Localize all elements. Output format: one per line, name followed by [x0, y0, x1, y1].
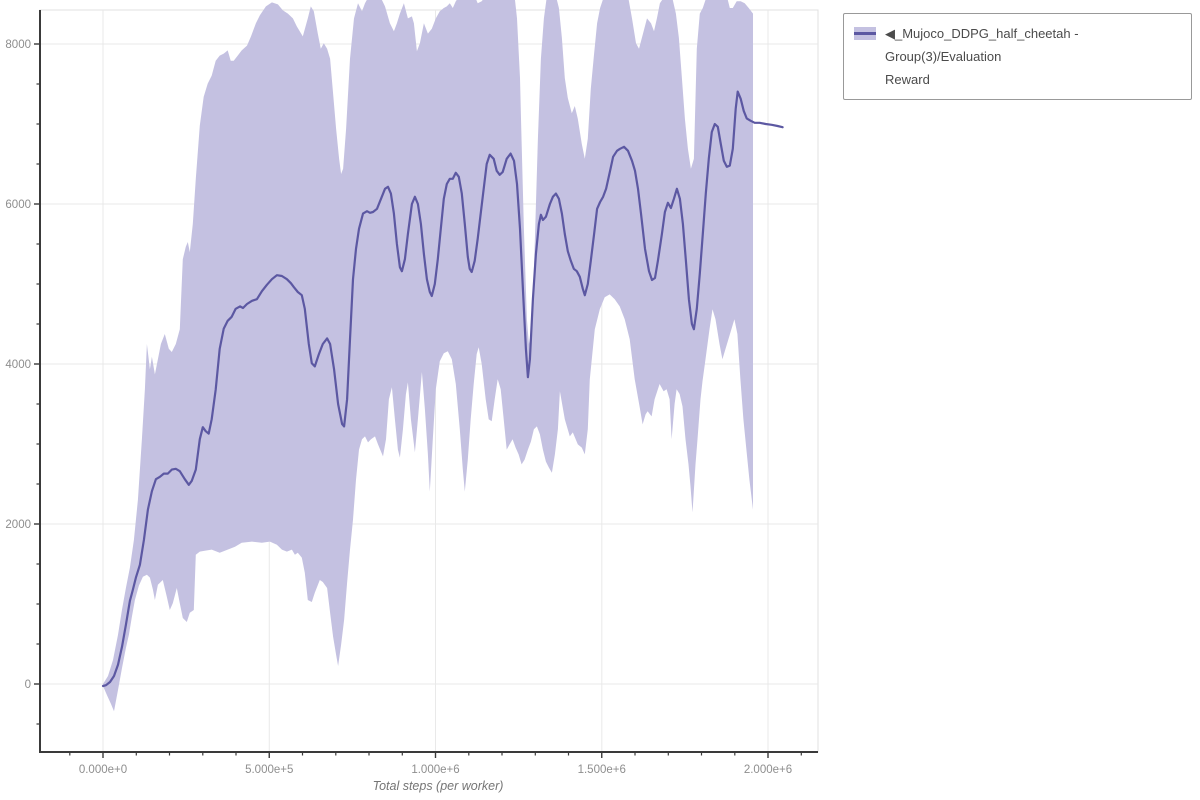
y-tick-label: 2000	[5, 519, 31, 531]
legend-label-line2: Reward	[885, 72, 930, 87]
y-tick-label: 0	[25, 679, 31, 691]
x-tick-label: 0.000e+0	[79, 764, 127, 776]
y-tick-label: 6000	[5, 199, 31, 211]
y-tick-label: 4000	[5, 359, 31, 371]
x-tick-label: 2.000e+6	[744, 764, 792, 776]
band-line-swatch-icon	[854, 27, 876, 40]
x-tick-label: 5.000e+5	[245, 764, 293, 776]
legend-label: ◀_Mujoco_DDPG_half_cheetah - Group(3)/Ev…	[885, 22, 1181, 91]
mean-line-swatch-icon	[854, 32, 876, 35]
x-tick-label: 1.000e+6	[411, 764, 459, 776]
legend-label-line1: ◀_Mujoco_DDPG_half_cheetah - Group(3)/Ev…	[885, 26, 1079, 64]
legend: ◀_Mujoco_DDPG_half_cheetah - Group(3)/Ev…	[843, 13, 1192, 100]
mean-line	[101, 90, 784, 688]
x-tick-label: 1.500e+6	[578, 764, 626, 776]
x-axis-title: Total steps (per worker)	[372, 779, 504, 793]
y-tick-label: 8000	[5, 39, 31, 51]
confidence-band	[103, 0, 753, 712]
legend-item[interactable]: ◀_Mujoco_DDPG_half_cheetah - Group(3)/Ev…	[854, 22, 1181, 91]
